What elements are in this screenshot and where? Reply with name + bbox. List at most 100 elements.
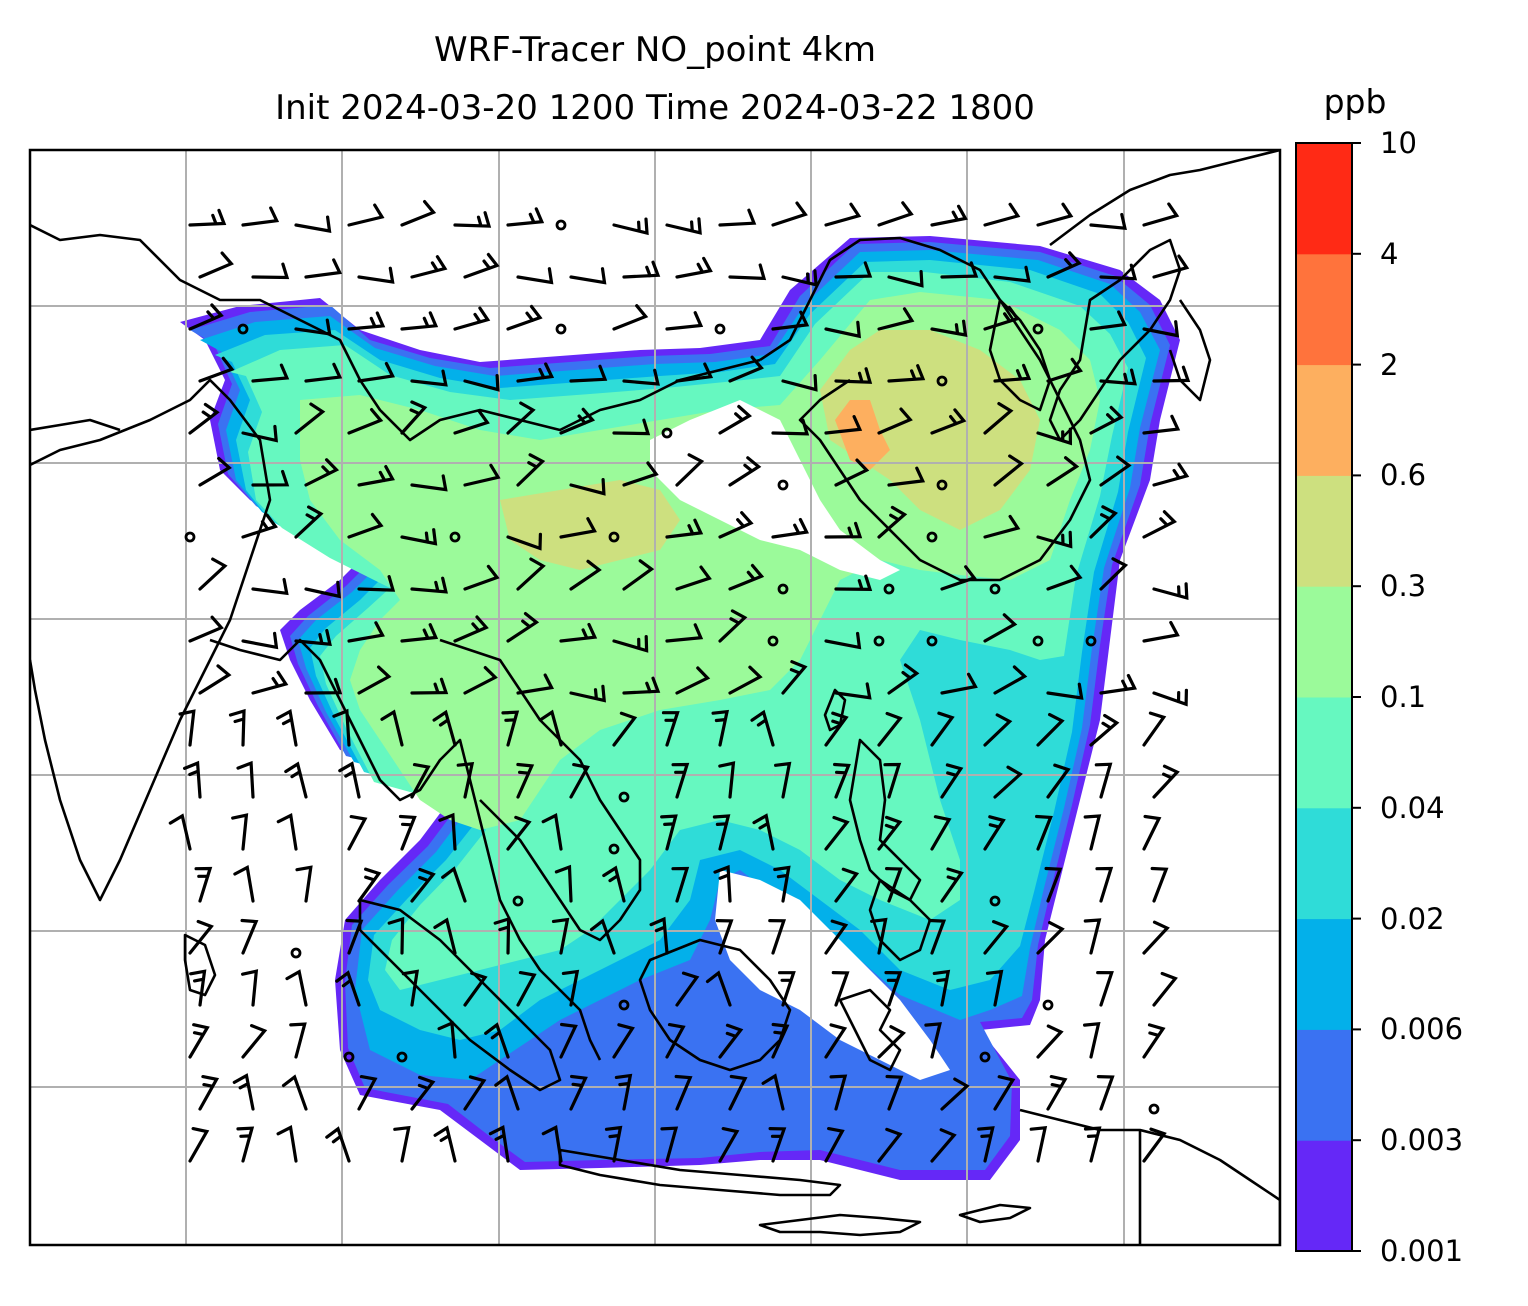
plume-level-0.3 — [820, 330, 1040, 530]
wind-barb — [393, 1125, 411, 1163]
wind-barb — [870, 917, 888, 955]
wind-barb — [1152, 254, 1190, 279]
calm-wind-circle — [608, 531, 620, 543]
wind-barb — [241, 206, 280, 227]
colorbar-tick-label: 0.1 — [1380, 680, 1427, 714]
coastline-lesser-sunda — [758, 1213, 922, 1237]
wind-barb — [877, 505, 908, 539]
calm-wind-circle — [936, 375, 948, 387]
wind-barb — [516, 362, 555, 383]
wind-barb — [433, 1125, 457, 1163]
wind-barb — [188, 402, 220, 435]
coastlines-and-borders — [30, 150, 1280, 1245]
wind-barb — [622, 368, 660, 386]
wind-barb — [240, 918, 259, 955]
wind-barb — [928, 918, 947, 955]
wind-barb — [294, 628, 332, 647]
calm-wind-circle — [1032, 323, 1044, 335]
wind-barb — [345, 918, 364, 955]
wind-barb — [924, 1022, 942, 1059]
wind-barb — [501, 710, 520, 747]
wind-barb — [675, 256, 713, 279]
wind-barb — [569, 559, 602, 591]
wind-barb — [768, 919, 787, 955]
wind-barb — [761, 1073, 785, 1111]
wind-barb — [400, 200, 437, 227]
wind-barb — [198, 1075, 220, 1111]
wind-barb — [1152, 462, 1190, 487]
wind-barb — [233, 865, 255, 903]
wind-barb — [993, 454, 1025, 487]
wind-barb — [831, 971, 850, 1007]
wind-barb — [718, 1127, 740, 1163]
wind-barb — [718, 1023, 744, 1059]
wind-barb — [1096, 971, 1114, 1007]
wind-barb — [198, 456, 232, 487]
wind-barb — [728, 263, 767, 281]
wind-barb — [930, 815, 952, 851]
wind-barb — [940, 565, 977, 591]
wind-barb — [715, 919, 734, 955]
wind-barb — [781, 374, 818, 392]
wind-barb — [1089, 212, 1127, 231]
wind-barb — [771, 310, 810, 331]
calm-wind-circle — [1042, 999, 1054, 1011]
wind-barb — [178, 709, 196, 747]
wind-barb — [357, 1075, 378, 1111]
wind-barb — [877, 307, 915, 331]
wind-barb — [671, 762, 690, 799]
wind-barb — [228, 708, 246, 747]
wind-barb — [276, 1124, 298, 1163]
calm-wind-circle — [767, 635, 779, 647]
wind-barb — [884, 971, 903, 1007]
wind-barb — [285, 969, 308, 1007]
wind-barb — [294, 505, 324, 539]
wind-barb — [484, 1022, 510, 1059]
map-subtitle: Init 2024-03-20 1200 Time 2024-03-22 180… — [275, 88, 1035, 128]
wind-barb — [400, 528, 438, 546]
wind-barb — [824, 521, 863, 539]
coastline-sumatra — [358, 898, 562, 1092]
wind-barb — [602, 865, 626, 903]
wind-barb — [1083, 1022, 1101, 1059]
wind-barb — [569, 1074, 588, 1111]
wind-barb — [665, 217, 702, 235]
wind-barb — [189, 969, 207, 1007]
wind-barb — [1142, 620, 1180, 643]
wind-barb — [551, 917, 570, 955]
coastline-srilanka — [183, 933, 217, 997]
wind-barb — [1099, 263, 1138, 281]
wind-barb — [541, 1124, 563, 1163]
wind-barb — [236, 760, 255, 799]
wind-barb — [453, 211, 492, 228]
wind-barb — [1046, 456, 1080, 487]
wind-barb — [993, 765, 1023, 799]
wind-barb — [1152, 582, 1189, 601]
calm-wind-circle — [926, 635, 938, 647]
wind-barb — [251, 363, 290, 383]
wind-barb — [410, 255, 448, 279]
wind-barb — [877, 1025, 906, 1059]
wind-barb — [781, 660, 808, 695]
coastline-new-guinea — [1019, 1108, 1280, 1245]
wind-barb — [824, 415, 863, 435]
wind-barbs — [168, 200, 1191, 1163]
wind-barb — [1142, 510, 1177, 539]
wind-barb — [1142, 202, 1180, 227]
wind-barb — [993, 265, 1031, 283]
plume-level-0.6 — [835, 400, 890, 470]
wind-barb — [718, 404, 753, 435]
wind-barb — [516, 673, 555, 695]
wind-barb — [569, 763, 590, 799]
coastline-mindanao — [868, 878, 932, 962]
wind-barb — [985, 969, 1004, 1007]
colorbar-tick-label: 2 — [1380, 347, 1399, 382]
calm-wind-circle — [873, 635, 885, 647]
wind-barb — [559, 517, 597, 539]
wind-barb — [589, 918, 616, 955]
coastline-himalaya-border — [30, 223, 761, 442]
wind-barb — [1036, 427, 1073, 446]
wind-barb — [410, 576, 448, 594]
wind-barb — [993, 665, 1028, 695]
map-title: WRF-Tracer NO_point 4km — [433, 30, 877, 70]
